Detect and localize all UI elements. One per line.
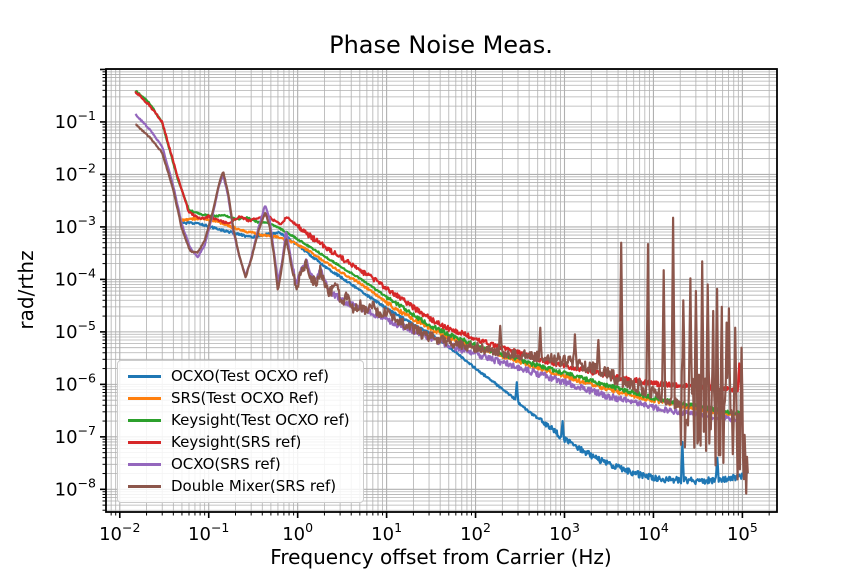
- legend-label: Keysight(Test OCXO ref): [171, 411, 350, 429]
- grid-minor: [106, 69, 777, 512]
- legend-line-swatch: [128, 463, 161, 466]
- legend-label: SRS(Test OCXO Ref): [171, 389, 319, 407]
- series-line-0: [180, 220, 749, 486]
- y-tick-label: 10−1: [55, 108, 96, 133]
- y-tick-label: 10−5: [55, 318, 96, 343]
- series-line-5: [135, 123, 749, 495]
- x-tick-label: 10−2: [99, 520, 140, 545]
- y-tick-label: 10−2: [55, 160, 96, 185]
- y-tick-label: 10−8: [55, 475, 96, 500]
- series-lines: [134, 89, 749, 495]
- legend: OCXO(Test OCXO ref) SRS(Test OCXO Ref) K…: [117, 360, 364, 503]
- legend-item: OCXO(Test OCXO ref): [128, 369, 353, 384]
- legend-line-swatch: [128, 375, 161, 378]
- tick-labels: 10−2 10−1 100 101 102 103 104 105 10−8 10−7 10−6 10…: [55, 108, 758, 545]
- series-line-3: [134, 90, 744, 393]
- legend-label: OCXO(SRS ref): [171, 455, 281, 473]
- legend-line-swatch: [128, 419, 161, 422]
- legend-label: Double Mixer(SRS ref): [171, 477, 337, 495]
- legend-label: Keysight(SRS ref): [171, 433, 302, 451]
- x-tick-label: 100: [282, 520, 313, 545]
- chart-title: Phase Noise Meas.: [329, 31, 553, 59]
- legend-line-swatch: [128, 397, 161, 400]
- legend-item: Keysight(SRS ref): [128, 435, 353, 450]
- y-tick-label: 10−3: [55, 213, 96, 238]
- axis-ticks: [100, 68, 770, 518]
- y-tick-label: 10−7: [55, 423, 96, 448]
- x-tick-label: 105: [727, 520, 758, 545]
- x-tick-label: 101: [371, 520, 402, 545]
- legend-item: SRS(Test OCXO Ref): [128, 391, 353, 406]
- legend-line-swatch: [128, 441, 161, 444]
- y-tick-label: 10−4: [55, 265, 96, 290]
- x-axis-label: Frequency offset from Carrier (Hz): [270, 545, 612, 569]
- x-tick-label: 10−1: [188, 520, 229, 545]
- y-tick-label: 10−6: [55, 370, 96, 395]
- axes-spines: [105, 68, 778, 513]
- legend-label: OCXO(Test OCXO ref): [171, 367, 329, 385]
- legend-line-swatch: [128, 485, 161, 488]
- x-tick-label: 102: [460, 520, 491, 545]
- legend-item: Keysight(Test OCXO ref): [128, 413, 353, 428]
- x-tick-label: 104: [638, 520, 669, 545]
- legend-item: Double Mixer(SRS ref): [128, 479, 353, 494]
- y-axis-label: rad/rthz: [14, 250, 38, 330]
- legend-item: OCXO(SRS ref): [128, 457, 353, 472]
- x-tick-label: 103: [549, 520, 580, 545]
